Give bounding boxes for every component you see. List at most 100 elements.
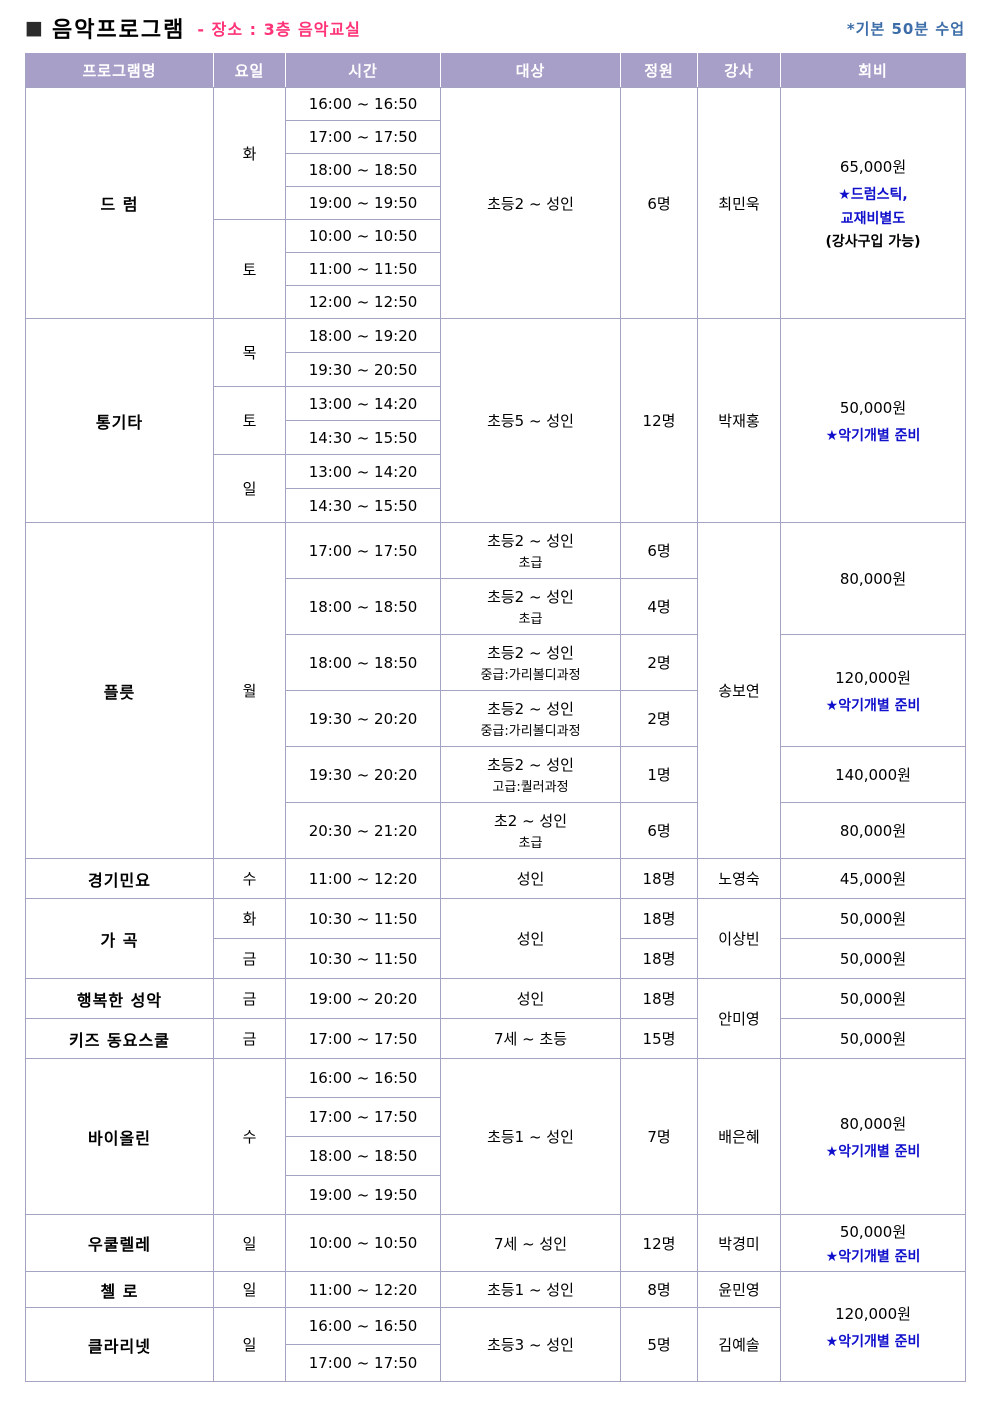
table-row: 17:00 ~ 17:50 <box>26 1097 966 1137</box>
target-level: 초급 <box>518 836 543 851</box>
fee-cell-ukulele: 50,000원 ★악기개별 준비 <box>780 1214 966 1272</box>
day-cell: 수 <box>213 858 286 899</box>
duration-note: *기본 50분 수업 <box>846 19 965 38</box>
time-cell: 12:00 ~ 12:50 <box>285 285 441 319</box>
time-cell: 19:00 ~ 19:50 <box>285 1175 441 1215</box>
target-cell: 7세 ~ 성인 <box>440 1214 621 1272</box>
section-bullet-icon: ■ <box>25 16 43 39</box>
capacity-cell: 6명 <box>620 802 698 859</box>
target-range: 초등2 ~ 성인 <box>487 756 574 774</box>
fee-cell-guitar: 50,000원 ★악기개별 준비 <box>780 318 966 523</box>
target-cell: 성인 <box>440 858 621 899</box>
table-row: 플릇 월 17:00 ~ 17:50 초등2 ~ 성인 초급 6명 송보연 80… <box>25 522 966 859</box>
time-cell: 17:00 ~ 17:50 <box>285 120 441 154</box>
table-row: 첼 로 일 11:00 ~ 12:20 초등1 ~ 성인 8명 윤민영 120,… <box>25 1271 966 1382</box>
target-level: 초급 <box>518 556 543 571</box>
day-cell: 화 <box>213 898 286 939</box>
table-row: 키즈 동요스쿨 금 17:00 ~ 17:50 7세 ~ 초등 15명 50,0… <box>25 1018 966 1059</box>
capacity-cell: 8명 <box>620 1271 698 1308</box>
capacity-cell: 18명 <box>620 938 698 979</box>
table-row: 19:30 ~ 20:20 초등2 ~ 성인 고급:퀄러과정 1명 140,00… <box>26 746 966 803</box>
table-row: 바이올린 수 16:00 ~ 16:50 초등1 ~ 성인 7명 배은혜 80,… <box>25 1058 966 1215</box>
col-header-fee: 회비 <box>780 53 966 88</box>
time-cell: 19:30 ~ 20:20 <box>285 690 441 747</box>
table-row: 통기타 목 18:00 ~ 19:20 초등5 ~ 성인 12명 박재홍 50,… <box>25 318 966 523</box>
target-cell: 초등1 ~ 성인 <box>440 1058 621 1215</box>
time-cell: 11:00 ~ 12:20 <box>285 1271 441 1308</box>
table-header-row: 프로그램명 요일 시간 대상 정원 강사 회비 <box>25 53 966 88</box>
program-cell-minyo: 경기민요 <box>25 858 214 899</box>
table-row: 17:00 ~ 17:50 <box>26 1344 966 1382</box>
time-cell: 10:30 ~ 11:50 <box>285 898 441 939</box>
program-cell-gagok: 가 곡 <box>25 898 214 979</box>
capacity-cell: 15명 <box>620 1018 698 1059</box>
fee-note: ★악기개별 준비 <box>825 1143 921 1160</box>
time-cell: 19:00 ~ 20:20 <box>285 978 441 1019</box>
table-row: 행복한 성악 금 19:00 ~ 20:20 성인 18명 안미영 50,000… <box>25 978 966 1059</box>
program-cell-ukulele: 우쿨렐레 <box>25 1214 214 1272</box>
target-level: 고급:퀄러과정 <box>492 780 569 795</box>
program-cell-cello: 첼 로 <box>25 1271 214 1308</box>
time-cell: 18:00 ~ 18:50 <box>285 1136 441 1176</box>
program-cell-clarinet: 클라리넷 <box>25 1307 214 1382</box>
target-cell: 성인 <box>440 978 621 1019</box>
time-cell: 10:30 ~ 11:50 <box>285 938 441 979</box>
teacher-cell: 배은혜 <box>697 1058 781 1215</box>
table-row: 12:00 ~ 12:50 <box>26 285 966 319</box>
program-cell-kids: 키즈 동요스쿨 <box>25 1018 214 1059</box>
table-row: 19:30 ~ 20:50 <box>26 352 966 387</box>
program-cell-flute: 플릇 <box>25 522 214 859</box>
titlebar: ■ 음악프로그램 - 장소 : 3층 음악교실 *기본 50분 수업 <box>25 12 965 44</box>
fee-note: ★악기개별 준비 <box>825 697 921 714</box>
target-range: 초등2 ~ 성인 <box>487 700 574 718</box>
target-cell: 성인 <box>440 898 621 979</box>
fee-cell-violin: 80,000원 ★악기개별 준비 <box>780 1058 966 1215</box>
capacity-cell: 5명 <box>620 1307 698 1382</box>
time-cell: 10:00 ~ 10:50 <box>285 1214 441 1272</box>
col-header-capacity: 정원 <box>620 53 698 88</box>
time-cell: 17:00 ~ 17:50 <box>285 1344 441 1382</box>
fee-amount: 80,000원 <box>839 822 907 840</box>
fee-amount: 140,000원 <box>835 766 911 784</box>
fee-amount: 120,000원 <box>835 668 911 687</box>
time-cell: 14:30 ~ 15:50 <box>285 420 441 455</box>
day-cell: 목 <box>213 318 286 387</box>
target-range: 초2 ~ 성인 <box>493 812 568 830</box>
teacher-cell: 박재홍 <box>697 318 781 523</box>
capacity-cell: 12명 <box>620 1214 698 1272</box>
day-cell: 일 <box>213 1214 286 1272</box>
target-range: 초등2 ~ 성인 <box>487 588 574 606</box>
table-row: 19:00 ~ 19:50 <box>26 1175 966 1215</box>
time-cell: 19:30 ~ 20:20 <box>285 746 441 803</box>
target-cell: 초등2 ~ 성인 고급:퀄러과정 <box>440 746 621 803</box>
fee-cell-drum: 65,000원 ★드럼스틱, 교재비별도 (강사구입 가능) <box>780 87 966 319</box>
time-cell: 18:00 ~ 18:50 <box>285 634 441 691</box>
fee-note: ★악기개별 준비 <box>825 427 921 444</box>
target-cell: 초등3 ~ 성인 <box>440 1307 621 1382</box>
day-cell: 일 <box>213 454 286 523</box>
table-row: 18:00 ~ 18:50 <box>26 153 966 187</box>
table-row: 11:00 ~ 11:50 <box>26 252 966 286</box>
fee-cell-flute-1: 80,000원 <box>780 522 966 635</box>
target-cell: 7세 ~ 초등 <box>440 1018 621 1059</box>
program-cell-guitar: 통기타 <box>25 318 214 523</box>
fee-amount: 80,000원 <box>839 570 907 588</box>
target-range: 초등2 ~ 성인 <box>487 532 574 550</box>
table-row: 18:00 ~ 18:50 초등2 ~ 성인 중급:가리볼디과정 2명 120,… <box>26 634 966 747</box>
time-cell: 17:00 ~ 17:50 <box>285 1097 441 1137</box>
table-row: 18:00 ~ 18:50 <box>26 1136 966 1176</box>
location-subtitle: - 장소 : 3층 음악교실 <box>197 20 361 39</box>
time-cell: 14:30 ~ 15:50 <box>285 488 441 523</box>
fee-cell-gagok-1: 50,000원 <box>780 898 966 939</box>
target-range: 초등2 ~ 성인 <box>487 644 574 662</box>
fee-amount: 65,000원 <box>839 157 907 176</box>
day-cell: 일 <box>213 1271 286 1308</box>
table-row: 경기민요 수 11:00 ~ 12:20 성인 18명 노영숙 45,000원 <box>25 858 966 899</box>
target-level: 초급 <box>518 612 543 627</box>
target-cell: 초등1 ~ 성인 <box>440 1271 621 1308</box>
col-header-target: 대상 <box>440 53 621 88</box>
fee-note: ★드럼스틱, <box>838 186 908 203</box>
fee-cell-gagok-2: 50,000원 <box>780 938 966 979</box>
col-header-day: 요일 <box>213 53 286 88</box>
